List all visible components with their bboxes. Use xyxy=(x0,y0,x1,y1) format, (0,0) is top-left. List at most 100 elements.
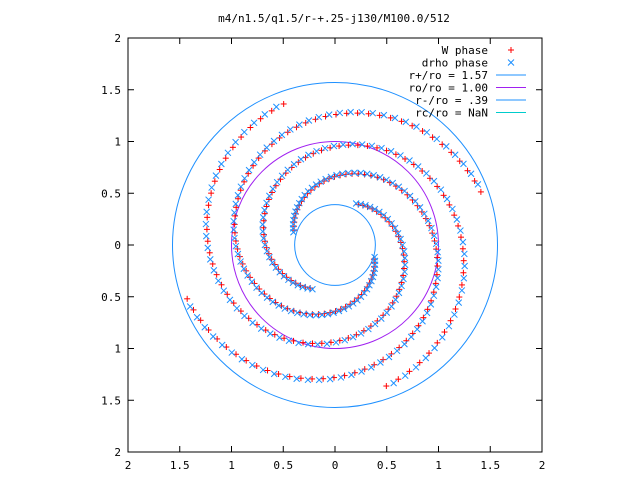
marker-stroke xyxy=(430,292,438,300)
point-cross xyxy=(461,262,469,270)
marker-stroke xyxy=(230,226,238,234)
marker-stroke xyxy=(210,266,218,274)
point-cross xyxy=(438,334,446,341)
marker-stroke xyxy=(458,287,466,294)
point-plus xyxy=(432,280,439,287)
legend-swatch-plus xyxy=(508,47,514,53)
point-cross xyxy=(202,232,210,240)
point-cross xyxy=(445,322,453,330)
point-cross xyxy=(323,340,331,348)
point-cross xyxy=(259,366,267,374)
point-cross xyxy=(205,196,212,204)
marker-stroke xyxy=(339,141,347,148)
marker-stroke xyxy=(312,311,320,319)
marker-stroke xyxy=(401,187,408,195)
marker-stroke xyxy=(349,333,357,341)
point-plus xyxy=(257,115,264,122)
point-cross xyxy=(388,302,395,310)
marker-stroke xyxy=(209,333,217,340)
point-cross xyxy=(261,110,269,118)
marker-stroke xyxy=(347,108,354,116)
marker-stroke xyxy=(278,131,286,139)
marker-stroke xyxy=(259,214,267,221)
y-tick-label: 1 xyxy=(114,136,121,149)
legend-label: r-/ro = .39 xyxy=(415,94,488,107)
point-plus xyxy=(456,294,463,301)
marker-stroke xyxy=(388,302,395,310)
point-cross xyxy=(193,313,201,321)
marker-stroke xyxy=(400,248,408,255)
point-plus xyxy=(263,244,270,251)
point-cross xyxy=(400,275,407,283)
marker-stroke xyxy=(393,347,401,355)
legend-label: W phase xyxy=(442,44,488,57)
point-cross xyxy=(332,339,340,346)
marker-stroke xyxy=(467,170,475,178)
marker-stroke xyxy=(363,170,371,178)
chart-title: m4/n1.5/q1.5/r-+.25-j130/M100.0/512 xyxy=(218,12,450,25)
data-points xyxy=(184,100,484,390)
marker-stroke xyxy=(202,220,210,228)
marker-stroke xyxy=(371,320,379,328)
point-cross xyxy=(385,353,393,361)
marker-stroke xyxy=(208,184,216,191)
legend-label: drho phase xyxy=(422,57,488,70)
point-plus xyxy=(233,204,240,211)
marker-stroke xyxy=(261,241,269,249)
point-cross xyxy=(338,170,346,178)
point-cross xyxy=(458,287,466,294)
point-cross xyxy=(266,253,273,261)
point-cross xyxy=(289,279,297,287)
marker-stroke xyxy=(402,118,410,126)
marker-stroke xyxy=(357,330,365,337)
marker-stroke xyxy=(253,284,260,291)
marker-stroke xyxy=(304,376,312,384)
point-plus xyxy=(426,175,433,182)
marker-stroke xyxy=(358,141,366,148)
marker-stroke xyxy=(315,113,323,121)
marker-stroke xyxy=(237,183,245,191)
marker-stroke xyxy=(376,208,383,216)
point-cross xyxy=(203,208,211,216)
point-cross xyxy=(369,273,377,281)
marker-stroke xyxy=(282,373,289,381)
point-plus xyxy=(205,327,212,334)
marker-stroke xyxy=(460,160,467,168)
point-cross xyxy=(210,266,218,274)
marker-stroke xyxy=(422,354,430,362)
point-cross xyxy=(281,305,289,312)
x-tick-label: 2 xyxy=(539,459,546,472)
point-cross xyxy=(294,281,302,289)
marker-stroke xyxy=(237,258,244,265)
point-cross xyxy=(305,117,313,124)
point-cross xyxy=(413,325,421,333)
point-cross xyxy=(430,232,438,240)
point-cross xyxy=(218,341,226,349)
marker-stroke xyxy=(330,142,338,150)
marker-stroke xyxy=(233,304,241,312)
marker-stroke xyxy=(301,191,309,199)
marker-stroke xyxy=(231,234,238,242)
point-cross xyxy=(300,310,307,318)
point-cross xyxy=(237,183,245,191)
point-cross xyxy=(261,206,268,214)
point-cross xyxy=(259,214,267,221)
marker-stroke xyxy=(296,121,303,128)
point-cross xyxy=(397,235,404,243)
point-plus xyxy=(424,306,431,313)
point-plus xyxy=(218,281,225,288)
marker-stroke xyxy=(430,232,438,240)
marker-stroke xyxy=(272,264,280,272)
point-cross xyxy=(230,217,238,225)
marker-stroke xyxy=(224,149,232,157)
point-cross xyxy=(433,135,441,143)
point-cross xyxy=(434,248,441,256)
marker-stroke xyxy=(358,368,365,375)
point-plus xyxy=(380,176,387,183)
point-plus xyxy=(230,300,237,307)
marker-stroke xyxy=(449,205,456,213)
marker-stroke xyxy=(285,337,293,345)
marker-stroke xyxy=(349,300,357,307)
point-plus xyxy=(395,376,402,383)
